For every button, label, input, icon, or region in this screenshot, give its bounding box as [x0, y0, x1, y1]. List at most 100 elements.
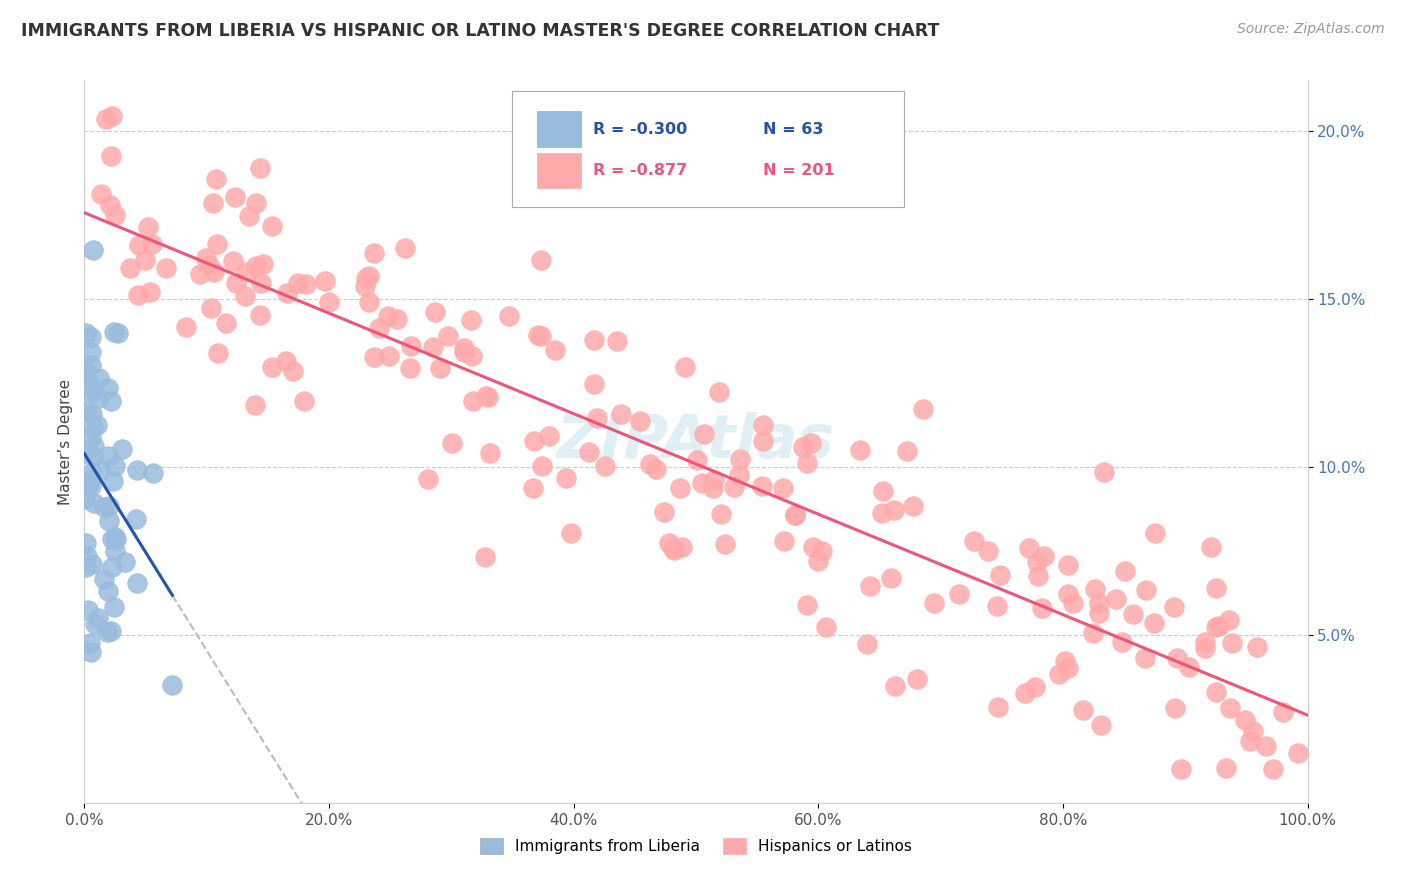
Point [188, 267, 211, 281]
Point [1205, 620, 1227, 634]
Point [235, 265, 257, 279]
Point [1218, 613, 1240, 627]
Point [97, 450, 120, 464]
Point [363, 350, 385, 364]
Point [1194, 635, 1216, 649]
Point [1271, 705, 1294, 719]
Point [82, 450, 104, 464]
Text: N = 201: N = 201 [763, 163, 835, 178]
Point [136, 220, 159, 235]
Point [101, 532, 124, 546]
Point [814, 620, 837, 634]
Point [80, 358, 103, 372]
Point [79, 430, 101, 444]
Point [610, 407, 633, 421]
Point [276, 285, 298, 300]
Point [100, 394, 122, 409]
Point [83, 496, 105, 510]
Point [1122, 607, 1144, 621]
Point [1054, 654, 1077, 668]
Point [1088, 597, 1111, 611]
Point [114, 555, 136, 569]
Point [80, 644, 103, 658]
Point [75, 445, 97, 459]
Point [664, 542, 686, 557]
Point [75, 535, 97, 549]
Point [96, 624, 118, 639]
Point [1084, 582, 1107, 596]
Point [530, 329, 553, 343]
Point [1143, 525, 1166, 540]
Point [645, 462, 668, 476]
Point [354, 279, 377, 293]
Point [89, 463, 111, 477]
Point [478, 446, 501, 460]
Point [977, 543, 1000, 558]
Point [870, 506, 893, 520]
Point [987, 700, 1010, 714]
Point [686, 453, 709, 467]
Point [912, 402, 935, 417]
Point [82, 420, 104, 434]
Point [752, 417, 775, 432]
Point [80, 385, 103, 400]
Point [1143, 616, 1166, 631]
Point [207, 345, 229, 359]
Point [127, 576, 149, 591]
Point [986, 599, 1008, 614]
Point [162, 678, 184, 692]
Point [399, 360, 422, 375]
Point [702, 481, 724, 495]
Point [1166, 651, 1188, 665]
Point [922, 596, 945, 610]
Point [1135, 583, 1157, 598]
Point [422, 340, 444, 354]
Point [387, 311, 409, 326]
Point [1215, 761, 1237, 775]
Point [97, 583, 120, 598]
Point [1286, 746, 1309, 760]
Point [671, 541, 693, 555]
Point [474, 549, 496, 564]
Point [125, 463, 148, 477]
Point [453, 345, 475, 359]
Point [287, 276, 309, 290]
Point [530, 252, 553, 267]
Point [658, 536, 681, 550]
Point [751, 479, 773, 493]
Point [1111, 635, 1133, 649]
Point [441, 435, 464, 450]
Point [82, 383, 104, 397]
Point [98, 499, 121, 513]
Point [1047, 667, 1070, 681]
Point [89, 371, 111, 385]
Point [80, 479, 103, 493]
Point [418, 472, 440, 486]
Point [1024, 680, 1046, 694]
Point [460, 313, 482, 327]
Point [423, 305, 446, 319]
Point [363, 245, 385, 260]
Point [214, 316, 236, 330]
Point [673, 360, 696, 375]
Point [260, 359, 283, 374]
Point [82, 407, 104, 421]
Point [100, 624, 122, 638]
Point [125, 512, 148, 526]
Point [707, 385, 730, 400]
Point [1092, 465, 1115, 479]
Point [436, 329, 458, 343]
Point [155, 260, 177, 275]
Point [477, 390, 499, 404]
Point [103, 600, 125, 615]
Point [101, 109, 124, 123]
Point [245, 259, 267, 273]
Point [537, 429, 560, 443]
Point [98, 198, 121, 212]
Point [250, 276, 273, 290]
Point [800, 436, 823, 450]
Point [141, 236, 163, 251]
Point [652, 504, 675, 518]
Point [498, 310, 520, 324]
Point [93, 500, 115, 514]
